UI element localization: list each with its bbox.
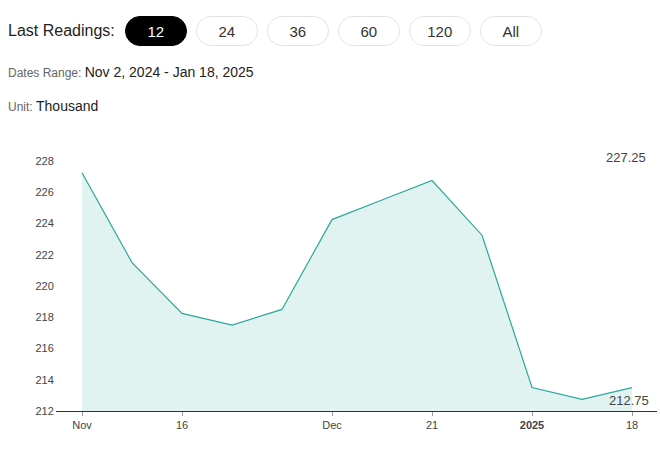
- svg-text:218: 218: [35, 311, 53, 323]
- svg-text:16: 16: [176, 419, 188, 431]
- svg-text:Nov: Nov: [72, 419, 92, 431]
- html-text:All: All: [502, 23, 520, 40]
- html-text:12: 12: [147, 23, 165, 40]
- html-text:60: 60: [360, 23, 378, 40]
- html-text:Unit: Thousand: Unit: Thousand: [8, 98, 99, 114]
- svg-text:227.25: 227.25: [606, 150, 646, 165]
- svg-text:216: 216: [35, 342, 53, 354]
- svg-text:222: 222: [35, 249, 53, 261]
- html-text:24: 24: [218, 23, 236, 40]
- svg-text:212: 212: [35, 405, 53, 417]
- html-text:Dates Range: Nov 2, 2024 - Jan: Dates Range: Nov 2, 2024 - Jan 18, 2025: [8, 64, 254, 80]
- svg-text:21: 21: [426, 419, 438, 431]
- svg-text:212.75: 212.75: [609, 393, 649, 408]
- svg-text:224: 224: [35, 217, 53, 229]
- svg-text:228: 228: [35, 155, 53, 167]
- html-text:120: 120: [427, 23, 453, 40]
- svg-text:220: 220: [35, 280, 53, 292]
- html-text:Last Readings:: Last Readings:: [8, 22, 115, 39]
- svg-text:226: 226: [35, 186, 53, 198]
- html-text:36: 36: [289, 23, 307, 40]
- svg-text:Dec: Dec: [322, 419, 342, 431]
- svg-text:214: 214: [35, 374, 53, 386]
- svg-text:18: 18: [626, 419, 638, 431]
- svg-text:2025: 2025: [520, 419, 544, 431]
